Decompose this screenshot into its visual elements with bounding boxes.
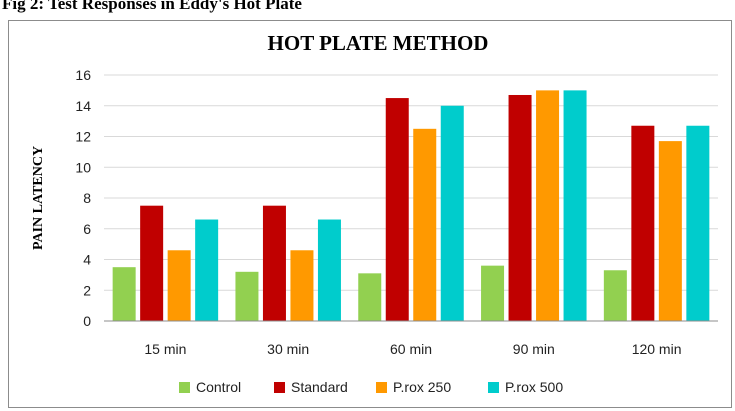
x-tick-label: 30 min [267,341,309,357]
bar-standard-30min [262,205,286,321]
legend-swatch [274,382,285,393]
legend-swatch [488,382,499,393]
bar-p-rox-500-15min [195,219,219,321]
x-axis-ticks: 15 min 30 min 60 min 90 min 120 min [144,341,681,357]
bar-control-15min [112,267,136,321]
bar-p-rox-500-30min [317,219,341,321]
bar-standard-60min [385,98,409,321]
bar-p-rox-250-30min [290,250,314,321]
y-tick-label: 10 [75,159,91,175]
bar-standard-15min [140,205,164,321]
chart-title: HOT PLATE METHOD [268,31,489,55]
y-tick-label: 14 [75,98,91,114]
legend-swatch [376,382,387,393]
bar-control-120min [603,270,627,321]
y-axis-ticks: 0 2 4 6 8 10 12 14 16 [75,67,91,329]
bar-p-rox-250-120min [658,141,682,321]
y-tick-label: 2 [83,282,91,298]
bar-p-rox-250-15min [167,250,191,321]
y-tick-label: 6 [83,221,91,237]
bar-p-rox-500-90min [563,90,587,321]
chart-frame [8,20,732,408]
legend-item-control[interactable]: Control [179,379,241,395]
bar-control-90min [481,265,505,321]
bar-standard-90min [508,94,532,321]
legend-swatch [179,382,190,393]
legend-label: P.rox 500 [505,379,563,395]
x-tick-label: 90 min [513,341,555,357]
legend-label: Control [196,379,241,395]
bar-standard-120min [631,125,655,321]
bar-control-30min [235,271,259,321]
y-tick-label: 8 [83,190,91,206]
x-tick-label: 60 min [390,341,432,357]
bar-p-rox-250-90min [536,90,560,321]
x-tick-label: 15 min [144,341,186,357]
legend-item-p-rox-250[interactable]: P.rox 250 [376,379,451,395]
page-heading: Fig 2: Test Responses in Eddy's Hot Plat… [2,0,302,13]
y-tick-label: 4 [83,252,91,268]
gridlines [104,74,718,291]
legend-item-p-rox-500[interactable]: P.rox 500 [488,379,563,395]
y-tick-label: 12 [75,129,91,145]
bar-control-60min [358,273,382,321]
legend-item-standard[interactable]: Standard [274,379,348,395]
y-tick-label: 16 [75,67,91,83]
x-tick-label: 120 min [632,341,682,357]
legend-label: P.rox 250 [393,379,451,395]
bars [112,90,710,321]
bar-p-rox-250-60min [413,128,437,321]
bar-p-rox-500-60min [440,105,464,321]
legend[interactable]: Control Standard P.rox 250 P.rox 500 [179,379,563,395]
y-tick-label: 0 [83,313,91,329]
bar-p-rox-500-120min [686,125,710,321]
legend-label: Standard [291,379,348,395]
y-axis-label: PAIN LATENCY [31,146,46,250]
